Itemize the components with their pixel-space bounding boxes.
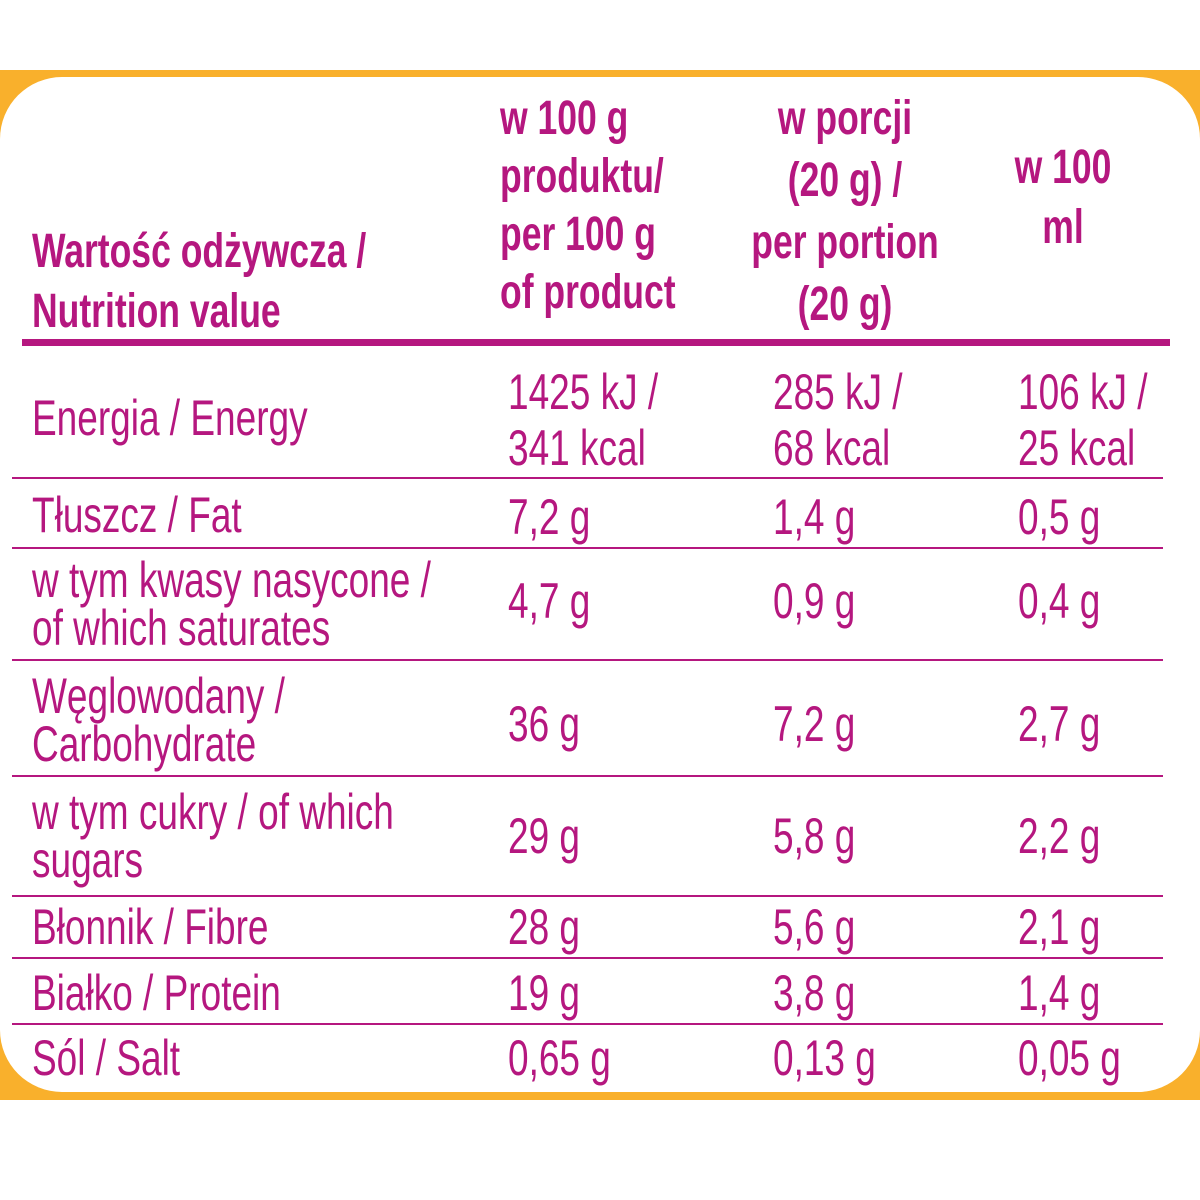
- cell-per-100ml: 2,7 g: [1018, 696, 1101, 752]
- cell-per-100g: 0,65 g: [508, 1030, 611, 1086]
- cell-per-100ml: 1,4 g: [1018, 965, 1101, 1021]
- cell-per-100g: 4,7 g: [508, 573, 591, 629]
- cell-per-portion: 0,9 g: [773, 573, 856, 629]
- cell-per-100ml: 2,2 g: [1018, 808, 1101, 864]
- cell-per-100ml: 0,4 g: [1018, 573, 1101, 629]
- row-label: Tłuszcz / Fat: [32, 487, 242, 543]
- cell-per-portion: 0,13 g: [773, 1030, 876, 1086]
- header-nutrition-value: Wartość odżywcza / Nutrition value: [32, 225, 367, 338]
- row-divider: [12, 659, 1163, 661]
- cell-per-portion: 5,8 g: [773, 808, 856, 864]
- row-label: Błonnik / Fibre: [32, 899, 269, 955]
- cell-per-portion: 1,4 g: [773, 489, 856, 545]
- header-per-portion: w porcji (20 g) / per portion (20 g): [751, 92, 939, 331]
- row-label: w tym cukry / of which sugars: [32, 784, 394, 888]
- header-divider: [22, 339, 1170, 346]
- cell-per-100g: 36 g: [508, 696, 581, 752]
- cell-per-100ml: 2,1 g: [1018, 899, 1101, 955]
- cell-per-100g: 7,2 g: [508, 489, 591, 545]
- cell-per-portion: 285 kJ / 68 kcal: [773, 364, 903, 476]
- row-divider: [12, 477, 1163, 479]
- cell-per-portion: 7,2 g: [773, 696, 856, 752]
- row-divider: [12, 775, 1163, 777]
- cell-per-100g: 29 g: [508, 808, 581, 864]
- row-label: Sól / Salt: [32, 1030, 181, 1086]
- cell-per-100g: 1425 kJ / 341 kcal: [508, 364, 659, 476]
- header-per-100ml: w 100 ml: [1014, 141, 1112, 254]
- row-divider: [12, 957, 1163, 959]
- header-per-100g: w 100 g produktu/ per 100 g of product: [500, 92, 676, 319]
- cell-per-100g: 19 g: [508, 965, 581, 1021]
- cell-per-portion: 3,8 g: [773, 965, 856, 1021]
- cell-per-portion: 5,6 g: [773, 899, 856, 955]
- cell-per-100ml: 0,5 g: [1018, 489, 1101, 545]
- cell-per-100ml: 0,05 g: [1018, 1030, 1121, 1086]
- nutrition-table: [0, 77, 1200, 1092]
- row-divider: [12, 547, 1163, 549]
- row-divider: [12, 895, 1163, 897]
- row-divider: [12, 1023, 1163, 1025]
- cell-per-100ml: 106 kJ / 25 kcal: [1018, 364, 1148, 476]
- cell-per-100g: 28 g: [508, 899, 581, 955]
- row-label: Białko / Protein: [32, 965, 281, 1021]
- row-label: Energia / Energy: [32, 390, 308, 446]
- row-label: w tym kwasy nasycone / of which saturate…: [32, 552, 431, 656]
- row-label: Węglowodany / Carbohydrate: [32, 668, 285, 772]
